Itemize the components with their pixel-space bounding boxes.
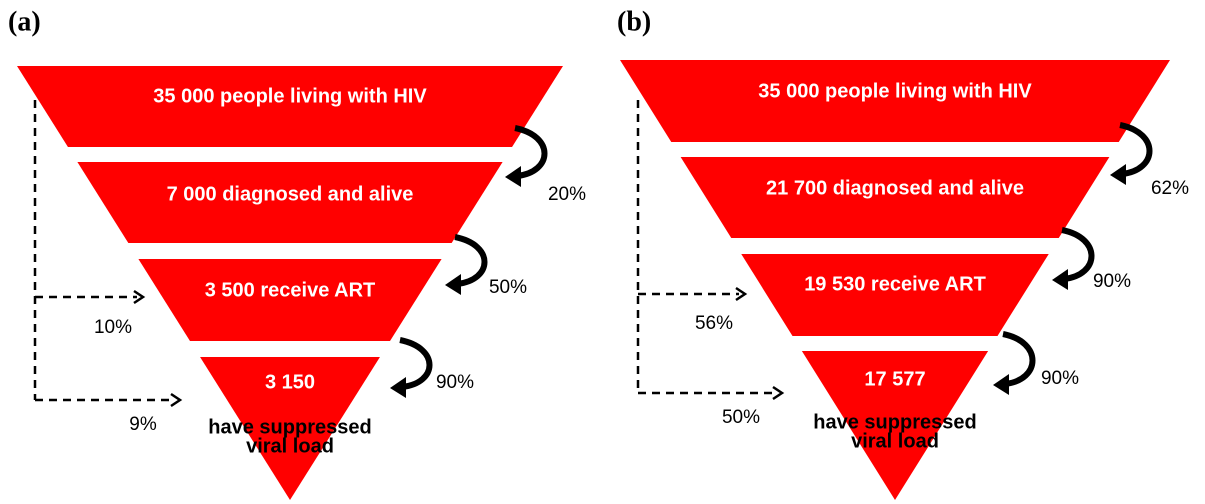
final-note: viral load — [851, 430, 939, 452]
curved-arrow — [1119, 122, 1153, 177]
arrow-head — [505, 166, 521, 187]
final-note: have suppressed — [208, 416, 371, 438]
funnel-stage — [17, 66, 563, 147]
stage-label: 35 000 people living with HIV — [153, 85, 427, 107]
step-percent: 90% — [1093, 271, 1131, 292]
funnel-stage — [680, 157, 1110, 238]
panel-label: (b) — [617, 6, 651, 37]
funnel-stage — [620, 60, 1170, 142]
funnel-stage — [741, 254, 1049, 336]
dashed-arrow-head — [772, 385, 785, 401]
step-percent: 90% — [1041, 368, 1079, 389]
overall-percent: 10% — [94, 317, 132, 338]
step-percent: 90% — [436, 372, 474, 393]
stage-label: 35 000 people living with HIV — [758, 80, 1032, 102]
final-note: have suppressed — [813, 411, 976, 433]
arrow-head — [445, 274, 461, 295]
stage-label: 21 700 diagnosed and alive — [766, 177, 1024, 199]
curved-arrow — [1061, 227, 1095, 282]
overall-percent: 56% — [695, 313, 733, 334]
final-note: viral load — [246, 435, 334, 457]
arrow-head — [1110, 164, 1126, 185]
funnel-stage — [138, 259, 442, 341]
stage-label: 17 577 — [864, 368, 925, 390]
dashed-arrow-head — [133, 289, 146, 305]
step-percent: 20% — [548, 184, 586, 205]
overall-percent: 9% — [129, 414, 157, 435]
stage-label: 7 000 diagnosed and alive — [167, 183, 414, 205]
step-percent: 62% — [1151, 178, 1189, 199]
curved-arrow — [454, 234, 488, 287]
arrow-head — [1052, 269, 1068, 290]
step-percent: 50% — [489, 277, 527, 298]
panel-label: (a) — [8, 6, 41, 37]
dashed-arrow-head — [170, 392, 183, 408]
stage-label: 3 150 — [265, 371, 315, 393]
arrow-head — [993, 374, 1009, 395]
overall-percent: 50% — [722, 407, 760, 428]
curved-arrow — [1002, 331, 1036, 387]
stage-label: 3 500 receive ART — [205, 279, 375, 301]
funnel-stage — [801, 351, 989, 500]
funnel-stage — [200, 357, 380, 500]
stage-label: 19 530 receive ART — [804, 273, 986, 295]
dashed-arrow-head — [735, 286, 748, 302]
curved-arrow — [399, 337, 433, 390]
arrow-head — [390, 377, 406, 398]
funnel-stage — [77, 162, 503, 243]
curved-arrow — [514, 125, 548, 179]
